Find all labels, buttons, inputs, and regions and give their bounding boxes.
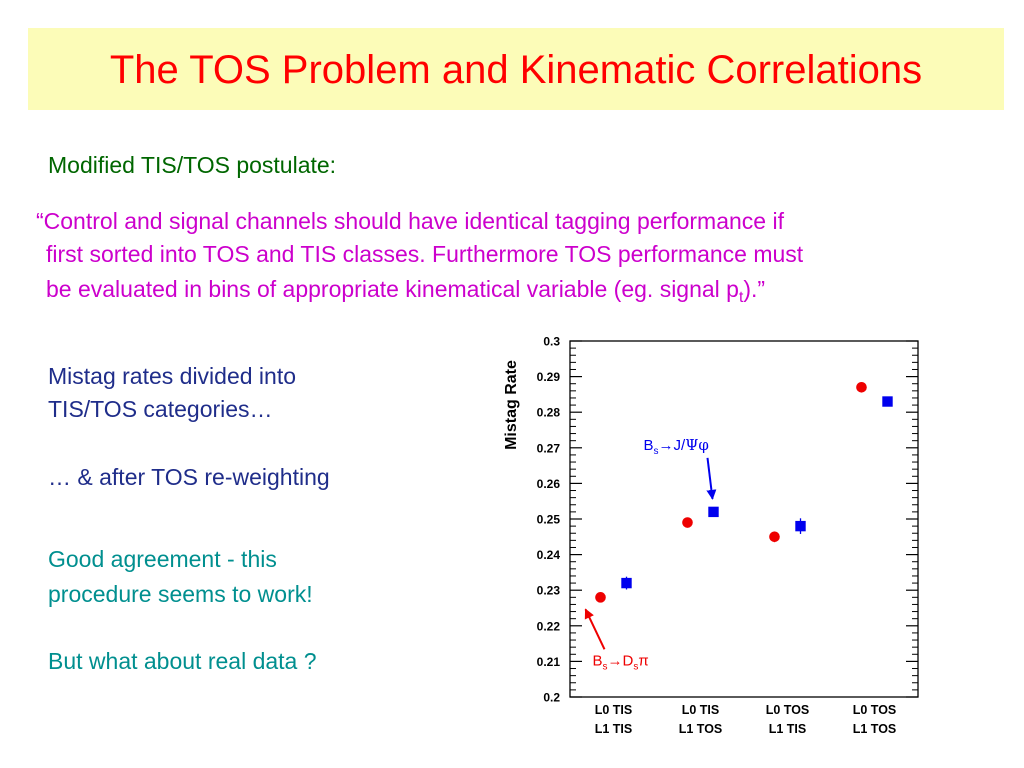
y-tick-label: 0.2: [543, 691, 560, 705]
data-point-square: [882, 396, 893, 407]
y-tick-label: 0.23: [537, 584, 561, 598]
quote-line-3-text: be evaluated in bins of appropriate kine…: [46, 276, 739, 302]
data-point-circle: [856, 381, 867, 393]
data-point-square: [621, 577, 632, 589]
y-tick-label: 0.3: [543, 335, 560, 349]
x-category-label-line1: L0 TIS: [682, 703, 720, 717]
data-point-circle: [769, 531, 780, 543]
note-real-data: But what about real data ?: [48, 648, 317, 674]
y-axis-label: Mistag Rate: [503, 360, 520, 450]
quote-line-1: “Control and signal channels should have…: [36, 208, 784, 234]
y-tick-label: 0.24: [537, 548, 561, 562]
y-tick-label: 0.27: [537, 441, 561, 455]
data-point-circle: [595, 592, 606, 603]
slide-title: The TOS Problem and Kinematic Correlatio…: [109, 48, 923, 92]
annotation-arrow: [584, 608, 606, 650]
note-good-line-1: Good agreement - this: [48, 546, 277, 572]
y-tick-label: 0.28: [537, 406, 561, 420]
annotation-label: Bs→J/Ψφ: [644, 436, 709, 457]
quote-line-2: first sorted into TOS and TIS classes. F…: [46, 241, 804, 267]
quote-line-3-subscript: t: [738, 289, 744, 307]
y-tick-label: 0.26: [537, 477, 561, 491]
note-mistag-line-1: Mistag rates divided into: [48, 363, 297, 389]
y-tick-label: 0.22: [537, 619, 561, 633]
slide-subtitle: Modified TIS/TOS postulate:: [48, 152, 337, 178]
y-tick-label: 0.29: [537, 370, 561, 384]
x-category-label-line2: L1 TIS: [595, 722, 633, 736]
x-category-label-line2: L1 TOS: [679, 722, 723, 736]
x-category-label-line1: L0 TIS: [595, 703, 633, 717]
plot-frame: [569, 340, 919, 698]
data-point-circle: [682, 517, 693, 528]
x-category-label-line2: L1 TOS: [853, 722, 897, 736]
x-category-label-line2: L1 TIS: [769, 722, 807, 736]
mistag-rate-chart: 0.2 0.21 0.22 0.23 0.24 0.25 0.26 0.27 0.28 0.29 0…: [503, 335, 919, 736]
x-category-label-line1: L0 TOS: [853, 703, 897, 717]
note-mistag-line-2: TIS/TOS categories…: [48, 396, 273, 422]
annotation-arrow: [706, 457, 717, 500]
data-point-square: [795, 520, 806, 532]
note-after-tos: … & after TOS re-weighting: [48, 464, 330, 490]
note-good-line-2: procedure seems to work!: [48, 581, 313, 607]
title-bar: The TOS Problem and Kinematic Correlatio…: [28, 28, 1004, 110]
data-point-square: [708, 506, 719, 518]
y-tick-label: 0.25: [537, 513, 561, 527]
x-category-label-line1: L0 TOS: [766, 703, 810, 717]
quote-line-3: be evaluated in bins of appropriate kine…: [46, 276, 766, 307]
y-tick-label: 0.21: [537, 655, 561, 669]
quote-line-3-end: ).”: [743, 276, 766, 302]
annotation-label: Bs→Dsπ: [593, 652, 649, 672]
